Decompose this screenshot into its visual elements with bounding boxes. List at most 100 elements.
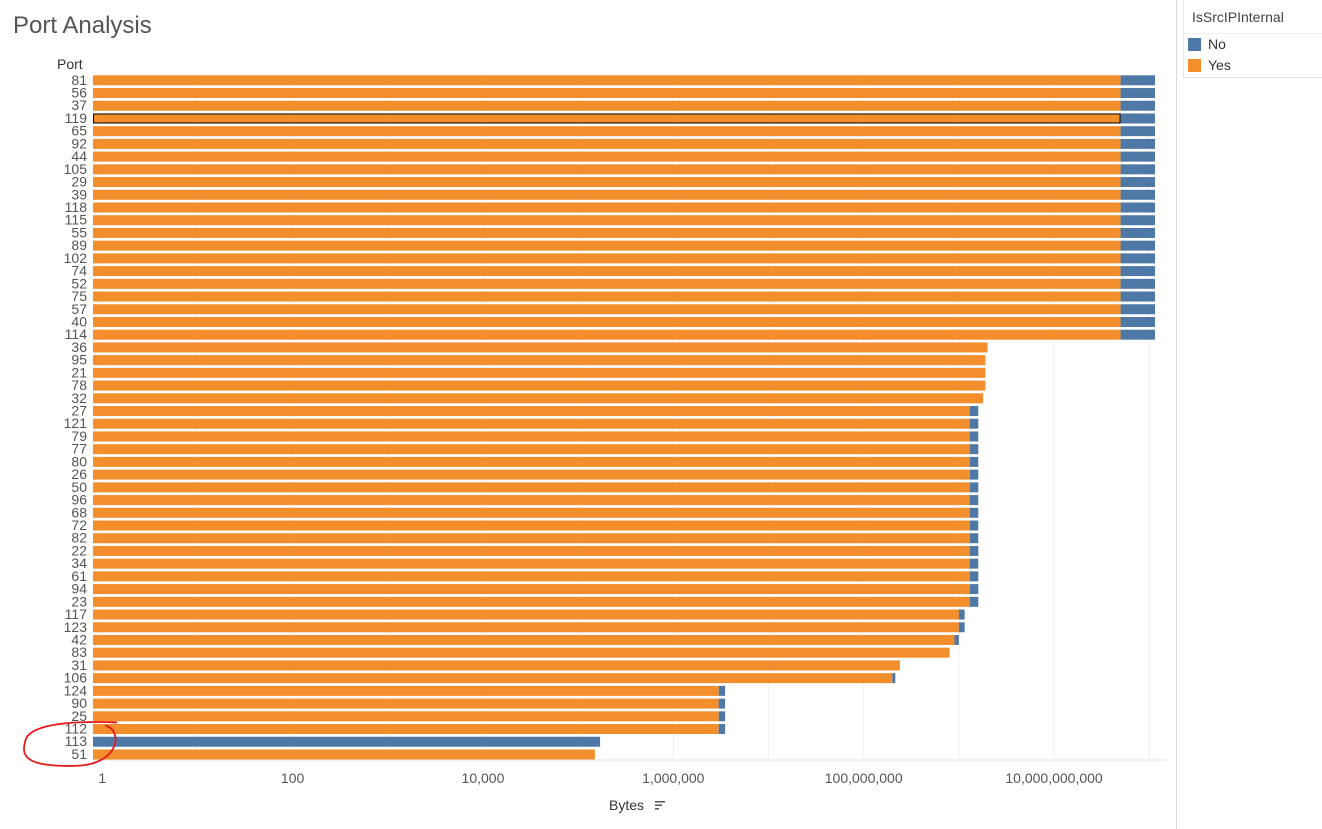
bar-row-port-52[interactable] — [93, 278, 1156, 289]
bar-row-port-82[interactable] — [93, 533, 979, 544]
bar-no-port-27[interactable] — [969, 406, 979, 417]
bar-no-port-80[interactable] — [969, 456, 979, 467]
bar-yes-port-117[interactable] — [93, 609, 959, 620]
bar-row-port-117[interactable] — [93, 609, 965, 620]
bar-yes-port-25[interactable] — [93, 711, 719, 722]
bar-yes-port-72[interactable] — [93, 520, 970, 531]
bar-yes-port-118[interactable] — [93, 202, 1121, 213]
bar-yes-port-114[interactable] — [93, 329, 1121, 340]
bar-row-port-36[interactable] — [93, 342, 988, 353]
bar-yes-port-119[interactable] — [93, 113, 1121, 124]
bar-row-port-23[interactable] — [93, 596, 979, 607]
bar-row-port-21[interactable] — [93, 367, 986, 378]
bar-row-port-29[interactable] — [93, 177, 1156, 188]
bar-no-port-57[interactable] — [1120, 304, 1156, 315]
bar-row-port-78[interactable] — [93, 380, 986, 391]
bar-row-port-92[interactable] — [93, 138, 1156, 149]
bar-row-port-102[interactable] — [93, 253, 1156, 264]
bar-row-port-42[interactable] — [93, 634, 959, 645]
bar-row-port-112[interactable] — [93, 724, 726, 735]
bar-yes-port-31[interactable] — [93, 660, 900, 671]
bar-no-port-50[interactable] — [969, 482, 979, 493]
bar-no-port-81[interactable] — [1120, 75, 1156, 86]
bar-yes-port-37[interactable] — [93, 100, 1121, 111]
bar-yes-port-81[interactable] — [93, 75, 1121, 86]
bar-yes-port-56[interactable] — [93, 88, 1121, 99]
bar-no-port-23[interactable] — [969, 596, 979, 607]
bar-chart[interactable]: 8156371196592441052939118115558910274527… — [0, 0, 1170, 829]
bar-yes-port-89[interactable] — [93, 240, 1121, 251]
bar-no-port-39[interactable] — [1120, 189, 1156, 200]
bar-no-port-75[interactable] — [1120, 291, 1156, 302]
bar-row-port-94[interactable] — [93, 584, 979, 595]
bar-row-port-124[interactable] — [93, 685, 726, 696]
bar-row-port-83[interactable] — [93, 647, 950, 658]
bar-no-port-29[interactable] — [1120, 177, 1156, 188]
bar-yes-port-121[interactable] — [93, 418, 970, 429]
bar-row-port-51[interactable] — [93, 749, 595, 760]
bar-no-port-90[interactable] — [718, 698, 726, 709]
bar-row-port-90[interactable] — [93, 698, 726, 709]
bar-no-port-114[interactable] — [1120, 329, 1156, 340]
bar-row-port-27[interactable] — [93, 406, 979, 417]
bar-row-port-121[interactable] — [93, 418, 979, 429]
bar-no-port-26[interactable] — [969, 469, 979, 480]
bar-yes-port-51[interactable] — [93, 749, 595, 760]
bar-row-port-65[interactable] — [93, 126, 1156, 137]
bar-no-port-56[interactable] — [1120, 88, 1156, 99]
bar-row-port-44[interactable] — [93, 151, 1156, 162]
bar-row-port-81[interactable] — [93, 75, 1156, 86]
bar-row-port-115[interactable] — [93, 215, 1156, 226]
bar-row-port-118[interactable] — [93, 202, 1156, 213]
bar-yes-port-78[interactable] — [93, 380, 986, 391]
bar-row-port-56[interactable] — [93, 88, 1156, 99]
bar-no-port-82[interactable] — [969, 533, 979, 544]
bar-row-port-39[interactable] — [93, 189, 1156, 200]
bar-yes-port-68[interactable] — [93, 507, 970, 518]
bar-no-port-37[interactable] — [1120, 100, 1156, 111]
bar-row-port-96[interactable] — [93, 495, 979, 506]
bar-yes-port-102[interactable] — [93, 253, 1121, 264]
bar-yes-port-95[interactable] — [93, 355, 986, 366]
bar-row-port-68[interactable] — [93, 507, 979, 518]
bar-row-port-32[interactable] — [93, 393, 984, 404]
bar-no-port-123[interactable] — [958, 622, 965, 633]
bar-no-port-34[interactable] — [969, 558, 979, 569]
bar-yes-port-50[interactable] — [93, 482, 970, 493]
bar-row-port-114[interactable] — [93, 329, 1156, 340]
bar-row-port-89[interactable] — [93, 240, 1156, 251]
bar-no-port-118[interactable] — [1120, 202, 1156, 213]
bar-yes-port-94[interactable] — [93, 584, 970, 595]
bar-yes-port-39[interactable] — [93, 189, 1121, 200]
bar-no-port-106[interactable] — [892, 673, 896, 684]
bar-yes-port-36[interactable] — [93, 342, 988, 353]
bar-row-port-31[interactable] — [93, 660, 900, 671]
bar-no-port-112[interactable] — [718, 724, 726, 735]
bar-row-port-61[interactable] — [93, 571, 979, 582]
bar-yes-port-32[interactable] — [93, 393, 984, 404]
bar-row-port-34[interactable] — [93, 558, 979, 569]
bar-yes-port-82[interactable] — [93, 533, 970, 544]
bar-no-port-77[interactable] — [969, 444, 979, 455]
bar-row-port-119[interactable] — [93, 113, 1156, 124]
legend-item-no[interactable]: No — [1188, 35, 1226, 53]
bar-row-port-80[interactable] — [93, 456, 979, 467]
bar-yes-port-34[interactable] — [93, 558, 970, 569]
bar-yes-port-115[interactable] — [93, 215, 1121, 226]
bar-row-port-95[interactable] — [93, 355, 986, 366]
bar-yes-port-29[interactable] — [93, 177, 1121, 188]
bar-row-port-74[interactable] — [93, 266, 1156, 277]
bar-no-port-96[interactable] — [969, 495, 979, 506]
bar-no-port-94[interactable] — [969, 584, 979, 595]
bar-row-port-106[interactable] — [93, 673, 896, 684]
bar-no-port-113[interactable] — [93, 736, 601, 747]
bar-no-port-61[interactable] — [969, 571, 979, 582]
bar-row-port-79[interactable] — [93, 431, 979, 442]
sort-descending-icon[interactable] — [655, 801, 665, 810]
bar-yes-port-124[interactable] — [93, 685, 719, 696]
bar-no-port-44[interactable] — [1120, 151, 1156, 162]
bar-yes-port-106[interactable] — [93, 673, 893, 684]
bar-yes-port-77[interactable] — [93, 444, 970, 455]
bars[interactable] — [93, 75, 1156, 760]
bar-yes-port-96[interactable] — [93, 495, 970, 506]
